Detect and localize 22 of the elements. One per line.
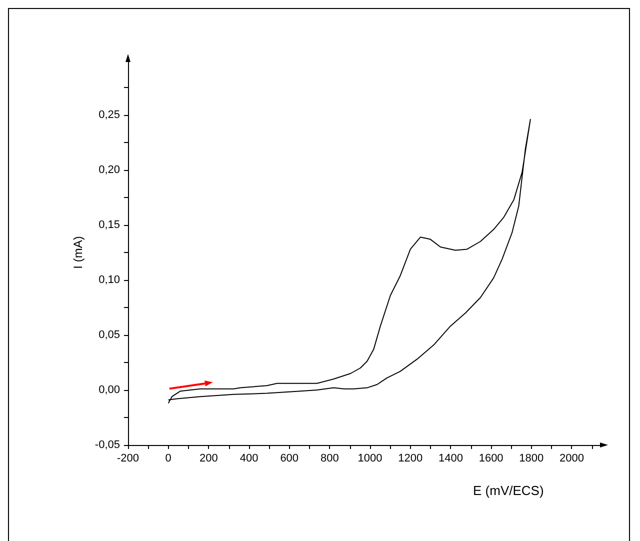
- y-tick-label: 0,15: [98, 219, 120, 231]
- x-tick-label: 600: [280, 452, 299, 464]
- y-tick-label: 0,05: [98, 329, 120, 341]
- y-tick-label: 0,25: [98, 109, 120, 121]
- y-tick-label: 0,00: [98, 384, 120, 396]
- y-axis-title: I (mA): [71, 236, 86, 269]
- x-tick-label: 400: [240, 452, 258, 464]
- y-tick-label: 0,20: [98, 164, 120, 176]
- y-tick-label: -0,05: [94, 439, 120, 451]
- x-axis-title: E (mV/ECS): [473, 483, 544, 498]
- x-tick-label: 1000: [358, 452, 382, 464]
- x-tick-label: 1200: [398, 452, 423, 464]
- x-tick-label: 1600: [478, 452, 504, 464]
- x-tick-label: 0: [165, 452, 172, 464]
- line-series: [168, 118, 531, 404]
- x-tick-label: 2000: [560, 452, 584, 464]
- y-tick-label: 0,10: [98, 274, 120, 286]
- x-tick-label: -200: [116, 452, 140, 464]
- x-tick-label: 200: [200, 452, 218, 464]
- x-tick-label: 1400: [438, 452, 463, 464]
- x-tick-label: 800: [320, 452, 339, 464]
- x-tick-label: 1800: [519, 452, 544, 464]
